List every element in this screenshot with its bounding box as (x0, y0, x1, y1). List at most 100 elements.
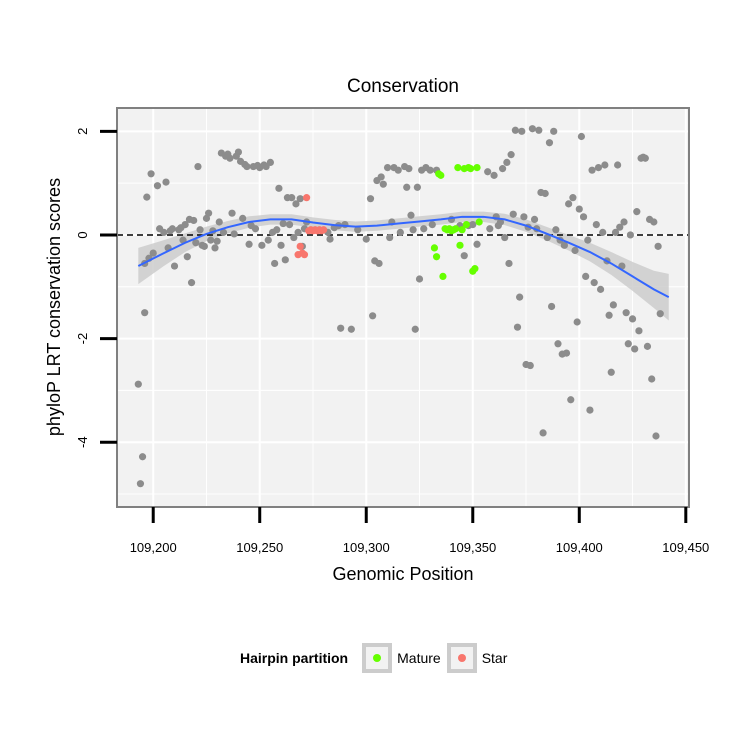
point-other (498, 165, 507, 173)
point-other (296, 195, 304, 203)
point-other (183, 253, 191, 261)
point-other (326, 235, 334, 243)
y-tick-label: 0 (75, 231, 90, 238)
point-other (369, 312, 377, 320)
x-axis: 109,200 109,250 109,300 109,350 109,400 109,4… (130, 507, 709, 555)
point-mature (473, 163, 481, 172)
point-other (579, 213, 588, 221)
point-other (520, 213, 528, 221)
point-other (196, 226, 204, 234)
point-star (296, 242, 304, 250)
point-other (168, 225, 176, 233)
point-other (275, 184, 283, 192)
point-other (620, 218, 628, 226)
point-other (569, 194, 577, 202)
smooth-trend-line (137, 215, 670, 299)
point-other (143, 193, 151, 201)
point-other (428, 220, 436, 229)
point-other (503, 158, 511, 167)
y-tick-label: -4 (75, 436, 90, 448)
point-other (628, 315, 637, 323)
point-other (413, 183, 421, 191)
point-mature (439, 272, 447, 281)
point-other (375, 259, 383, 268)
point-other (288, 194, 296, 202)
point-other (530, 215, 539, 224)
point-other (501, 233, 509, 242)
point-other (264, 236, 272, 244)
point-other (490, 171, 498, 179)
point-other (213, 237, 221, 245)
point-other (554, 340, 562, 348)
point-other (170, 262, 179, 270)
point-mature (432, 253, 441, 261)
point-other (516, 293, 524, 301)
point-other (341, 220, 349, 229)
point-other (383, 163, 392, 172)
point-other (279, 219, 287, 228)
point-mature (452, 225, 460, 233)
point-other (513, 323, 522, 331)
point-other (509, 210, 517, 218)
point-other (507, 151, 515, 159)
point-other (141, 309, 149, 317)
point-other (609, 301, 617, 309)
point-mature (454, 163, 462, 172)
plot-panel (117, 108, 689, 507)
point-other (539, 429, 547, 437)
point-other (266, 158, 274, 167)
y-tick-label: 2 (75, 128, 90, 135)
point-other (377, 173, 385, 181)
point-other (550, 127, 558, 135)
point-other (633, 208, 641, 216)
point-other (149, 249, 157, 257)
point-other (245, 240, 253, 248)
point-other (656, 310, 664, 318)
point-other (153, 182, 162, 190)
legend-item-mature: Mature (362, 643, 441, 673)
point-other (484, 168, 492, 176)
point-other (292, 200, 300, 208)
point-other (614, 161, 622, 169)
point-other (219, 228, 228, 236)
y-tick-label: -2 (75, 333, 90, 345)
point-other (594, 163, 603, 172)
point-other (226, 154, 234, 162)
point-other (584, 236, 592, 244)
point-other (562, 349, 571, 357)
point-other (147, 170, 155, 178)
point-other (337, 324, 345, 332)
point-other (641, 154, 649, 162)
point-mature (467, 165, 475, 173)
legend-key-mature (362, 643, 393, 673)
point-other (582, 272, 590, 281)
point-other (599, 228, 607, 236)
point-other (134, 380, 142, 388)
point-other (234, 148, 243, 156)
point-other (650, 218, 658, 226)
point-other (575, 205, 583, 213)
point-other (243, 162, 251, 171)
point-other (215, 218, 223, 226)
point-other (420, 225, 428, 233)
point-other (228, 209, 236, 217)
point-other (592, 220, 600, 229)
point-other (601, 161, 609, 169)
point-other (518, 127, 526, 135)
point-star (320, 226, 328, 234)
point-other (136, 480, 145, 488)
point-other (605, 311, 613, 319)
point-other (648, 375, 656, 383)
point-mature (458, 226, 466, 234)
point-other (162, 178, 170, 186)
point-other (211, 244, 219, 252)
point-other (386, 233, 394, 242)
point-mature (462, 220, 470, 229)
x-tick-label: 109,350 (449, 540, 496, 555)
point-mature (471, 265, 479, 273)
point-other (192, 239, 200, 247)
point-other (415, 275, 424, 283)
point-other (403, 183, 411, 191)
legend-item-star: Star (446, 643, 507, 673)
point-other (505, 259, 513, 268)
